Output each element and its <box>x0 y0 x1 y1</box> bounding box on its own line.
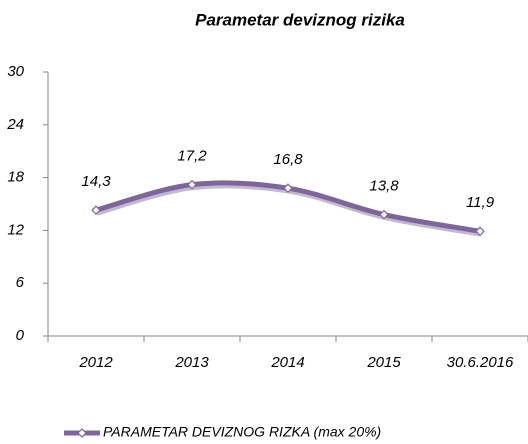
y-tick-label: 12 <box>7 221 24 238</box>
point-marker <box>91 205 101 216</box>
x-tick-label: 30.6.2016 <box>447 354 514 371</box>
y-tick-label: 24 <box>6 116 24 133</box>
data-label: 17,2 <box>177 148 207 165</box>
data-label: 16,8 <box>273 151 303 168</box>
legend-marker <box>77 428 87 438</box>
data-label: 13,8 <box>369 178 399 195</box>
data-label: 14,3 <box>81 173 111 190</box>
x-tick-label: 2013 <box>174 354 209 371</box>
point-marker <box>283 183 293 194</box>
x-tick-label: 2014 <box>270 354 304 371</box>
x-tick-label: 2015 <box>366 354 401 371</box>
chart-title: Parametar deviznog rizika <box>195 10 405 29</box>
point-marker <box>187 179 197 190</box>
data-label: 11,9 <box>466 194 495 211</box>
y-tick-label: 0 <box>16 327 25 344</box>
x-tick-label: 2012 <box>78 354 113 371</box>
y-tick-label: 18 <box>7 169 24 186</box>
y-tick-label: 6 <box>16 274 25 291</box>
point-marker <box>475 226 485 237</box>
y-tick-label: 30 <box>7 63 24 80</box>
point-marker <box>379 209 389 220</box>
legend-label: PARAMETAR DEVIZNOG RIZKA (max 20%) <box>103 424 381 440</box>
